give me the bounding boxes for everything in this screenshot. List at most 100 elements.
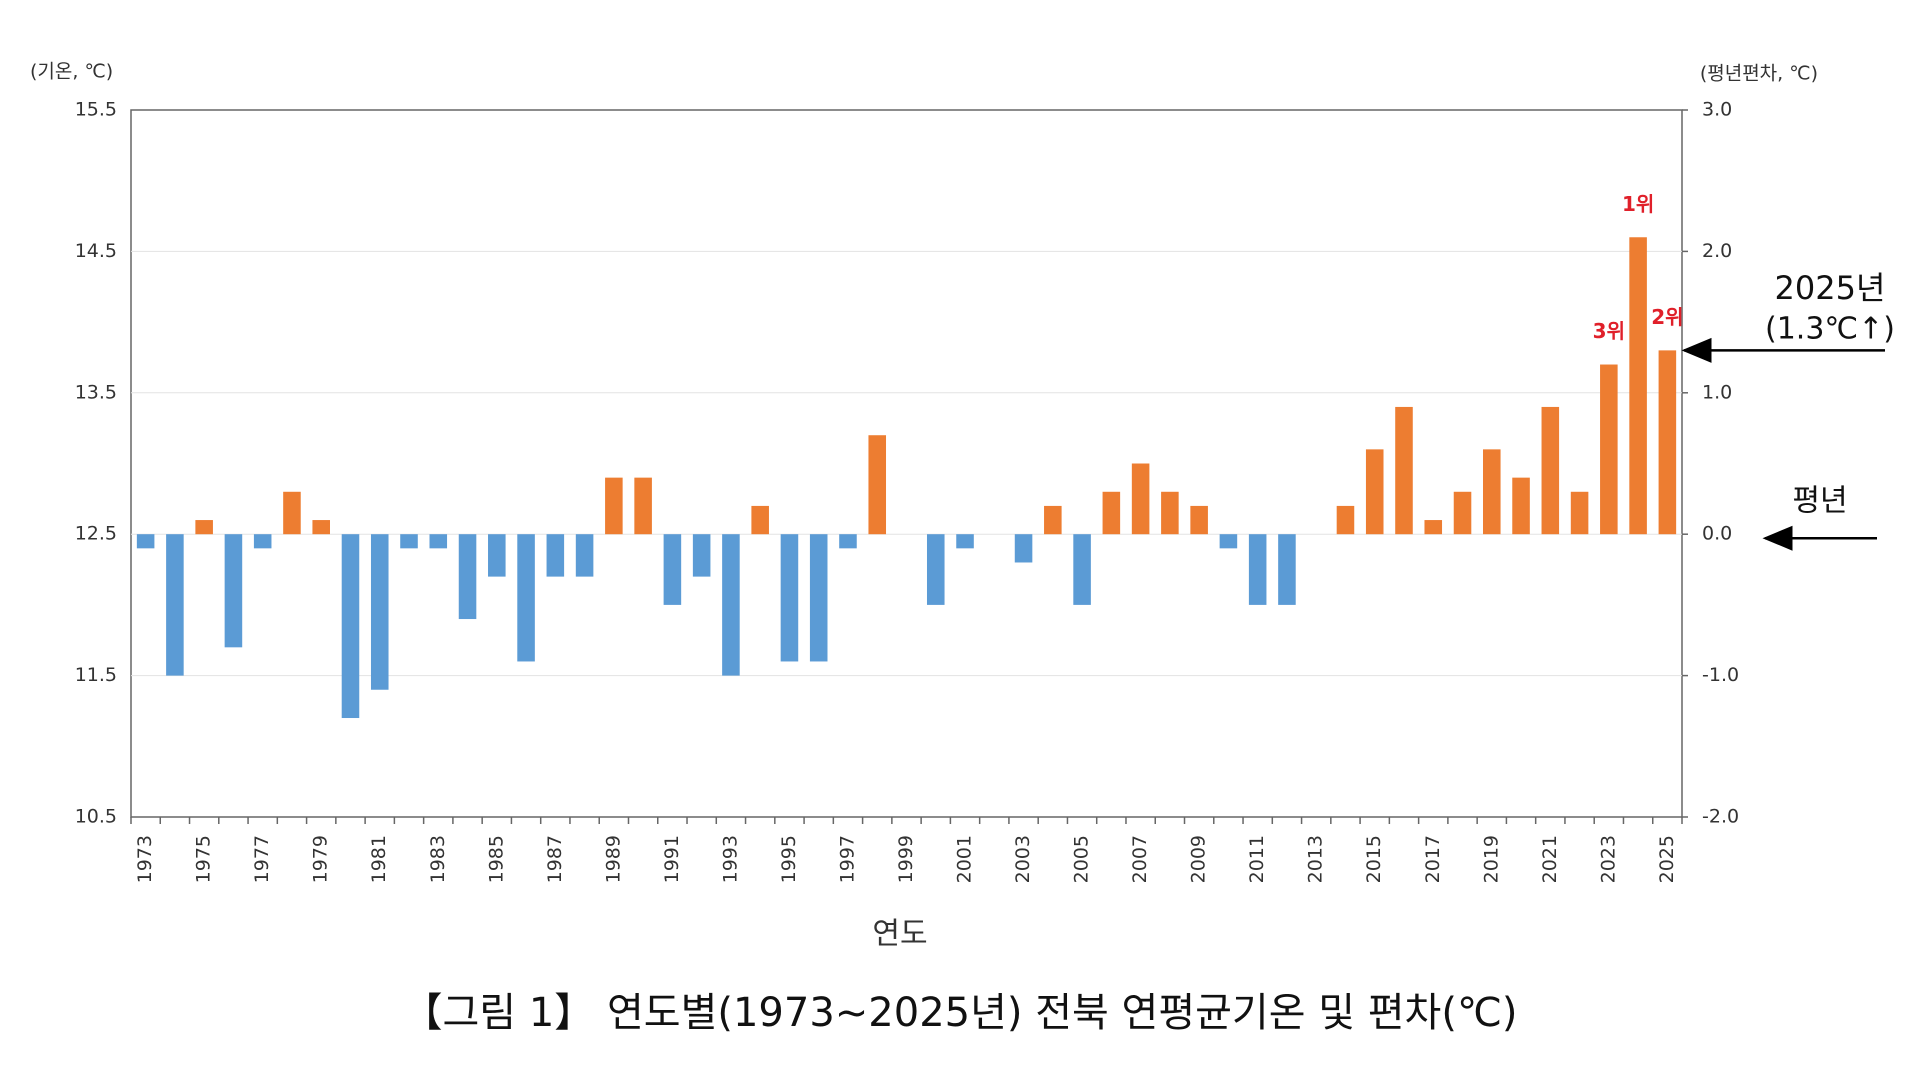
x-tick-label: 2019 bbox=[1480, 835, 1502, 883]
bar bbox=[926, 534, 945, 605]
bar bbox=[253, 534, 272, 549]
bar bbox=[1161, 491, 1179, 535]
x-tick-label: 1977 bbox=[251, 835, 273, 883]
bar bbox=[400, 534, 418, 549]
bar bbox=[1541, 406, 1560, 535]
bar bbox=[370, 534, 389, 690]
annotation: (1.3℃↑) bbox=[1765, 312, 1895, 347]
bar bbox=[1424, 520, 1443, 535]
rank-label: 1위 bbox=[1622, 192, 1654, 216]
bar bbox=[956, 534, 974, 549]
x-tick-label: 1973 bbox=[134, 835, 156, 883]
y2-tick-label: -2.0 bbox=[1702, 806, 1739, 828]
bar bbox=[780, 534, 799, 662]
x-tick-label: 1989 bbox=[602, 835, 624, 883]
x-tick-label: 1993 bbox=[719, 835, 741, 883]
y2-tick-label: 3.0 bbox=[1702, 99, 1732, 121]
x-tick-label: 2023 bbox=[1597, 835, 1619, 883]
plot-border bbox=[130, 109, 1683, 818]
x-tick-label: 1999 bbox=[895, 835, 917, 883]
bar bbox=[1336, 505, 1355, 535]
bar bbox=[1600, 364, 1618, 535]
x-tick-label: 1985 bbox=[485, 835, 507, 883]
bar bbox=[341, 534, 360, 719]
x-tick-label: 1981 bbox=[368, 835, 390, 883]
bar bbox=[1190, 505, 1208, 535]
bar bbox=[429, 534, 448, 549]
x-tick-label: 2013 bbox=[1305, 835, 1327, 883]
bar bbox=[605, 477, 623, 535]
x-tick-label: 2017 bbox=[1422, 835, 1444, 883]
x-tick-label: 1979 bbox=[310, 835, 332, 883]
y2-tick-label: 2.0 bbox=[1702, 240, 1732, 262]
bar bbox=[1073, 534, 1091, 605]
y-tick-label: 13.5 bbox=[75, 381, 117, 403]
bar bbox=[1278, 534, 1296, 605]
x-tick-label: 2005 bbox=[1071, 835, 1093, 883]
bar bbox=[1483, 449, 1501, 535]
y-tick-label: 10.5 bbox=[75, 806, 117, 828]
y2-axis-label: (평년편차, ℃) bbox=[1700, 63, 1818, 85]
annotation: 2025년 bbox=[1775, 269, 1886, 307]
y-tick-label: 12.5 bbox=[75, 523, 117, 545]
rank-label: 3위 bbox=[1593, 319, 1625, 343]
bar bbox=[839, 534, 857, 549]
bar bbox=[458, 534, 477, 620]
bar bbox=[1248, 534, 1267, 605]
bar bbox=[517, 534, 535, 662]
x-tick-label: 1987 bbox=[544, 835, 566, 883]
bar bbox=[722, 534, 740, 676]
bar bbox=[1131, 463, 1150, 535]
y-tick-label: 11.5 bbox=[75, 664, 117, 686]
bar bbox=[868, 435, 887, 535]
bar bbox=[663, 534, 682, 605]
bar bbox=[751, 505, 769, 535]
x-tick-label: 1983 bbox=[427, 835, 449, 883]
bar bbox=[1044, 505, 1062, 535]
bar bbox=[1365, 449, 1384, 535]
bar bbox=[1570, 491, 1589, 535]
bar bbox=[634, 477, 652, 535]
x-tick-label: 2009 bbox=[1188, 835, 1210, 883]
bar bbox=[1629, 237, 1647, 535]
bar bbox=[575, 534, 594, 577]
bar bbox=[809, 534, 828, 662]
bar bbox=[692, 534, 711, 577]
y-tick-label: 14.5 bbox=[75, 240, 117, 262]
bar bbox=[224, 534, 243, 648]
x-tick-label: 2025 bbox=[1656, 835, 1678, 883]
bar bbox=[195, 520, 213, 535]
bar bbox=[166, 534, 184, 676]
annotation: 평년 bbox=[1792, 484, 1847, 519]
bar bbox=[1102, 491, 1121, 535]
bar bbox=[1395, 406, 1413, 535]
x-tick-label: 2007 bbox=[1129, 835, 1151, 883]
bar bbox=[312, 520, 330, 535]
x-tick-label: 2003 bbox=[1012, 835, 1034, 883]
x-tick-label: 1995 bbox=[778, 835, 800, 883]
x-tick-label: 1975 bbox=[193, 835, 215, 883]
chart-title: 【그림 1】 연도별(1973~2025년) 전북 연평균기온 및 편차(℃) bbox=[403, 990, 1518, 1036]
x-axis-label: 연도 bbox=[872, 917, 927, 952]
bar bbox=[1512, 477, 1530, 535]
y2-tick-label: -1.0 bbox=[1702, 664, 1739, 686]
rank-label: 2위 bbox=[1651, 305, 1683, 329]
bar bbox=[1014, 534, 1033, 563]
x-tick-label: 1997 bbox=[836, 835, 858, 883]
x-tick-label: 2001 bbox=[954, 835, 976, 883]
bar bbox=[1658, 350, 1677, 535]
bar bbox=[1219, 534, 1238, 549]
bar bbox=[283, 491, 301, 535]
y2-tick-label: 0.0 bbox=[1702, 523, 1732, 545]
x-tick-label: 2015 bbox=[1363, 835, 1385, 883]
bar bbox=[136, 534, 155, 549]
x-tick-label: 1991 bbox=[661, 835, 683, 883]
x-tick-label: 2011 bbox=[1246, 835, 1268, 883]
x-tick-label: 2021 bbox=[1539, 835, 1561, 883]
bar bbox=[488, 534, 506, 577]
y-tick-label: 15.5 bbox=[75, 99, 117, 121]
y2-tick-label: 1.0 bbox=[1702, 381, 1732, 403]
bar bbox=[1453, 491, 1472, 535]
y-axis-label: (기온, ℃) bbox=[30, 61, 113, 83]
